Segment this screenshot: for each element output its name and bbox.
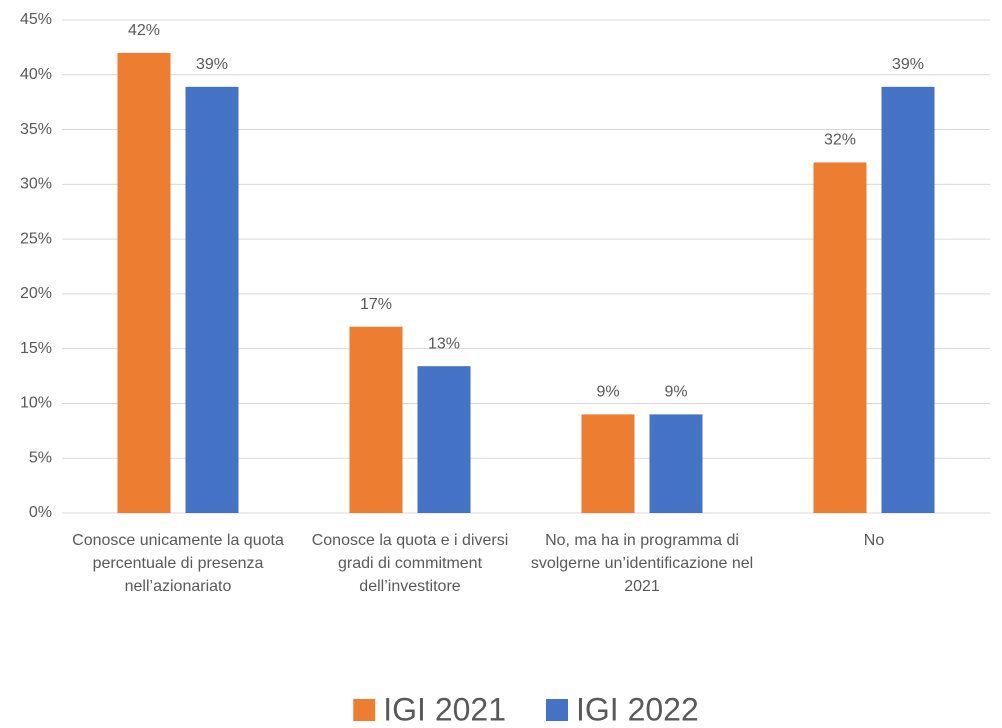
bar [349, 326, 403, 513]
value-label: 39% [892, 56, 924, 73]
bar [581, 414, 635, 513]
x-tick-label: Conosce la quota e i diversi gradi di com… [312, 532, 509, 595]
y-tick-label: 40% [20, 66, 52, 83]
bar [649, 414, 703, 513]
value-label: 32% [824, 132, 856, 149]
x-tick-label: No, ma ha in programma di svolgerne un’id… [531, 532, 753, 595]
value-label: 39% [196, 56, 228, 73]
x-tick-label: No [864, 532, 885, 549]
legend-label: IGI 2022 [576, 691, 699, 727]
y-tick-label: 20% [20, 285, 52, 302]
value-label: 13% [428, 335, 460, 352]
bar [185, 86, 239, 513]
y-tick-label: 15% [20, 340, 52, 357]
y-tick-label: 30% [20, 176, 52, 193]
bar [881, 86, 935, 513]
value-label: 9% [664, 384, 687, 401]
bar [417, 366, 471, 513]
y-tick-label: 25% [20, 230, 52, 247]
y-tick-label: 35% [20, 121, 52, 138]
legend-swatch [546, 699, 568, 721]
legend-label: IGI 2021 [383, 691, 506, 727]
y-tick-label: 45% [20, 11, 52, 28]
y-tick-label: 10% [20, 395, 52, 412]
bar [813, 162, 867, 513]
y-tick-label: 0% [29, 504, 52, 521]
value-label: 9% [596, 384, 619, 401]
y-tick-label: 5% [29, 449, 52, 466]
bar [117, 52, 171, 513]
x-tick-label: Conosce unicamente la quota percentuale d… [72, 532, 284, 595]
value-label: 42% [128, 22, 160, 39]
value-label: 17% [360, 296, 392, 313]
legend-swatch [353, 699, 376, 721]
